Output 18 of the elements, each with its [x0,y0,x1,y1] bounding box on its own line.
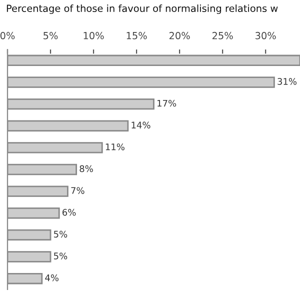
data-label: 4% [45,274,59,282]
data-label: 5% [54,252,68,260]
data-label: 14% [132,122,150,128]
data-label: 5% [54,230,68,238]
data-label: 11% [106,143,124,150]
data-label: 6% [62,208,76,216]
x-tick-label: 25% [212,32,233,40]
x-tick-label: 5% [44,32,58,40]
x-tick-label: 10% [84,32,104,40]
data-label: 7% [71,187,84,194]
chart-title: Percentage of those in favour of normalising relations w [6,4,278,14]
data-label: 17% [158,100,176,107]
x-tick-label: 20% [169,32,190,40]
data-label: 31% [278,78,297,85]
x-tick-label: 15% [126,32,147,40]
data-label: 8% [80,165,93,172]
x-tick-label: 0% [0,32,15,40]
x-tick-label: 30% [256,32,276,40]
